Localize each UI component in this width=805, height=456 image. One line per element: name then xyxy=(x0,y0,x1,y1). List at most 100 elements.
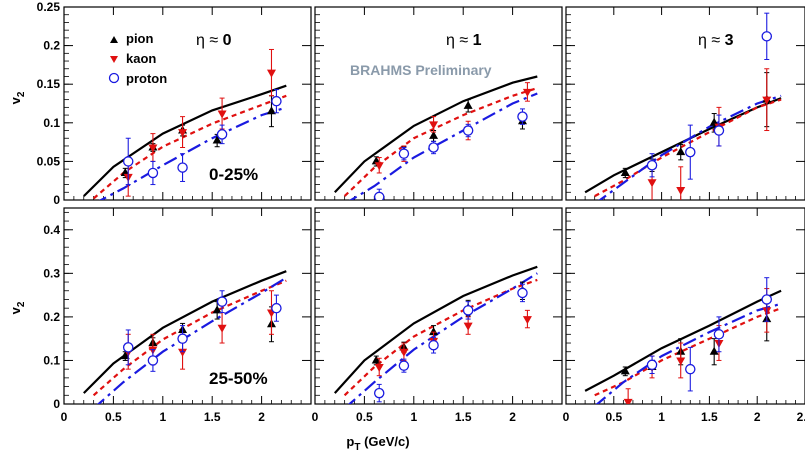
proton-point xyxy=(271,95,282,107)
kaon-model-curve xyxy=(92,279,287,397)
x-tick-label: 1 xyxy=(410,410,417,424)
points-group xyxy=(371,281,532,403)
kaon-point xyxy=(676,186,686,195)
x-tick-label: 0 xyxy=(312,410,319,424)
proton-point xyxy=(177,333,188,344)
proton-point xyxy=(398,360,410,371)
panel-frame xyxy=(63,207,312,405)
legend: pion kaon proton xyxy=(108,31,167,86)
kaon-point xyxy=(148,144,158,153)
proton-model-curve xyxy=(595,302,782,404)
y-tick-label: 0.1 xyxy=(43,116,60,130)
y-tick-label: 0.2 xyxy=(43,310,60,324)
pion-point xyxy=(429,130,439,139)
proton-point xyxy=(462,305,474,316)
proton-model-curve xyxy=(598,94,782,200)
proton-point xyxy=(122,342,134,353)
panel-eta0-central: 0 0.05 0.1 0.15 0.2 0.25 xyxy=(37,0,312,207)
kaon-point xyxy=(623,398,633,404)
proton-point xyxy=(147,355,159,366)
pion-point xyxy=(371,355,381,364)
panel-frame xyxy=(565,207,805,405)
y-tick-label: 0.2 xyxy=(43,39,60,53)
panel-eta1-peripheral: 0 0.5 1 1.5 2 xyxy=(312,207,563,424)
curves-group xyxy=(584,94,782,200)
kaon-point xyxy=(217,324,227,333)
proton-point xyxy=(761,294,773,305)
y-tick-label: 0.4 xyxy=(43,223,60,237)
legend-kaon-label: kaon xyxy=(126,51,156,66)
curves-group xyxy=(334,75,538,200)
pion-point xyxy=(212,305,222,314)
pion-point xyxy=(266,106,276,115)
panel-frame xyxy=(314,207,563,405)
kaon-point xyxy=(217,110,227,119)
kaon-point xyxy=(374,162,384,171)
x-axis-label: pT (GeV/c) xyxy=(346,434,409,453)
proton-point xyxy=(271,302,282,314)
pion-point xyxy=(620,366,630,375)
proton-point xyxy=(517,111,528,122)
proton-model-curve xyxy=(96,276,287,404)
panel-frame xyxy=(63,6,312,201)
legend-pion-label: pion xyxy=(126,31,153,46)
proton-point xyxy=(373,191,385,200)
points-group xyxy=(120,290,282,372)
legend-kaon-marker xyxy=(110,56,118,63)
proton-point xyxy=(713,329,725,340)
kaon-model-curve xyxy=(343,278,538,397)
points-group xyxy=(620,12,773,200)
proton-point xyxy=(122,156,134,167)
proton-point xyxy=(216,129,228,140)
proton-point xyxy=(517,287,528,299)
panel-eta3-peripheral: 0 0.5 1 1.5 2 2.5 xyxy=(563,207,805,424)
points-group xyxy=(120,48,282,197)
proton-model-curve xyxy=(348,92,538,200)
kaon-point xyxy=(676,357,686,366)
pion-model-curve xyxy=(333,265,538,394)
x-tick-label: 1.5 xyxy=(455,410,472,424)
pion-point xyxy=(463,100,473,109)
x-tick-label: 1 xyxy=(159,410,166,424)
proton-model-curve xyxy=(347,272,538,404)
proton-point xyxy=(713,125,725,136)
eta-label-col3: η ≈ 3 xyxy=(698,32,734,49)
proton-point xyxy=(147,167,159,179)
pion-model-curve xyxy=(334,75,538,194)
panel-eta3-central xyxy=(565,6,805,201)
x-tick-label: 2 xyxy=(258,410,265,424)
points-group xyxy=(620,277,773,404)
points-group xyxy=(371,82,532,200)
eta-label-col2: η ≈ 1 xyxy=(446,32,482,49)
panel-eta0-peripheral: 0 0.1 0.2 0.3 0.4 0 0.5 1 1.5 2 xyxy=(43,207,312,424)
y-tick-label: 0 xyxy=(53,193,60,207)
proton-point xyxy=(646,359,658,371)
proton-point xyxy=(177,162,188,173)
watermark-text: BRAHMS Preliminary xyxy=(350,62,492,78)
kaon-point xyxy=(647,179,657,188)
kaon-model-curve xyxy=(92,94,287,200)
kaon-point xyxy=(762,96,772,105)
proton-point xyxy=(216,296,228,307)
curves-group xyxy=(584,289,782,404)
centrality-label-top: 0-25% xyxy=(209,165,258,184)
kaon-point xyxy=(522,88,532,97)
pion-model-curve xyxy=(83,84,287,197)
pion-point xyxy=(120,351,130,360)
legend-proton-marker xyxy=(108,72,120,84)
proton-point xyxy=(428,142,439,153)
y-tick-label: 0 xyxy=(53,397,60,411)
proton-model-curve xyxy=(98,106,287,200)
y-tick-label: 0.15 xyxy=(37,77,61,91)
proton-point xyxy=(761,31,773,42)
proton-point xyxy=(646,160,658,171)
legend-proton-label: proton xyxy=(126,71,167,86)
kaon-point xyxy=(463,322,473,331)
x-tick-label: 0.5 xyxy=(605,410,622,424)
eta-label-col1: η ≈ 0 xyxy=(196,32,232,49)
curves-group xyxy=(333,265,538,404)
pion-model-curve xyxy=(83,270,287,394)
kaon-model-curve xyxy=(594,98,782,198)
proton-point xyxy=(428,339,439,351)
